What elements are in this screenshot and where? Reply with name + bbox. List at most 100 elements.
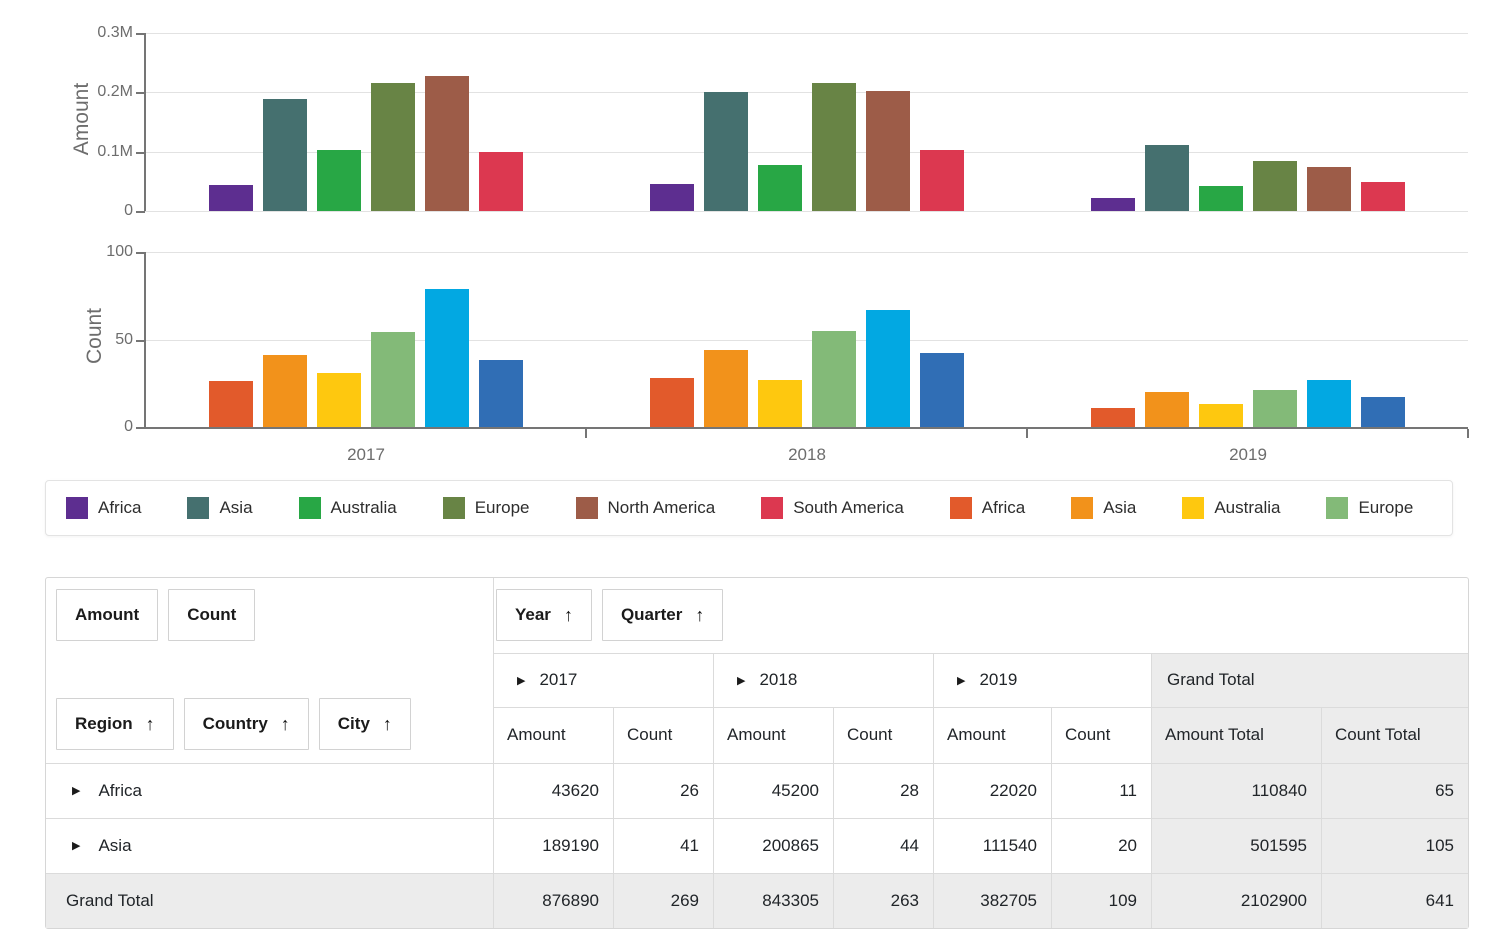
bar-australia[interactable] [317, 150, 361, 211]
bar-north-america[interactable] [1307, 167, 1351, 211]
subheader-label: Amount [727, 725, 786, 744]
legend-swatch [761, 497, 784, 519]
bar-europe[interactable] [1253, 161, 1297, 211]
bar-australia[interactable] [1199, 186, 1243, 211]
legend-item[interactable]: South America [761, 497, 904, 519]
gridline [145, 33, 1468, 34]
bar-africa[interactable] [1091, 408, 1135, 427]
grand-total-column-bg [1151, 818, 1321, 873]
bar-asia[interactable] [704, 350, 748, 427]
column-field-button-quarter[interactable]: Quarter ↑ [601, 589, 724, 641]
gridline [145, 211, 1468, 212]
grid-hline [46, 763, 1468, 764]
legend-label: Africa [981, 498, 1026, 517]
pivot-row-header[interactable]: ▶ Africa [46, 763, 519, 818]
bar-asia[interactable] [263, 355, 307, 427]
bar-north-america[interactable] [425, 76, 469, 211]
pivot-subheader: Count [1051, 707, 1165, 763]
legend-item[interactable]: North America [575, 497, 715, 519]
bar-europe[interactable] [812, 331, 856, 427]
grid-hline [46, 873, 1468, 874]
y-tick-label: 100 [106, 243, 133, 260]
bar-africa[interactable] [650, 184, 694, 211]
bar-africa[interactable] [650, 378, 694, 427]
expand-icon[interactable]: ▶ [517, 674, 526, 687]
legend-swatch [1071, 497, 1094, 519]
bar-africa[interactable] [1091, 198, 1135, 211]
bar-asia[interactable] [1145, 145, 1189, 211]
bar-south-america[interactable] [1361, 182, 1405, 211]
row-field-button-region[interactable]: Region ↑ [56, 698, 174, 750]
bar-north-america[interactable] [425, 289, 469, 427]
expand-icon[interactable]: ▶ [72, 840, 81, 852]
pivot-value-cell: 269 [670, 891, 699, 910]
pivot-value-cell: 22020 [989, 781, 1037, 800]
pivot-value-cell: 105 [1425, 836, 1454, 855]
row-field-button-city[interactable]: City ↑ [318, 698, 411, 750]
sort-ascending-icon: ↑ [382, 713, 392, 734]
bar-south-america[interactable] [479, 152, 523, 211]
legend-item[interactable]: Asia [187, 497, 253, 519]
bar-north-america[interactable] [866, 91, 910, 211]
pivot-column-header[interactable]: ▶ 2019 [933, 653, 1175, 707]
pivot-value-cell: 382705 [980, 891, 1037, 910]
pivot-value-cell: 45200 [771, 781, 819, 800]
pivot-column-header[interactable]: ▶ 2018 [713, 653, 957, 707]
legend-item[interactable]: Europe [442, 497, 530, 519]
pivot-value-cell: 109 [1108, 891, 1137, 910]
y-tick-label: 0.1M [97, 143, 133, 160]
bar-north-america[interactable] [1307, 380, 1351, 427]
pivot-subheader: Amount [713, 707, 847, 763]
legend-label: Australia [1214, 498, 1281, 517]
bar-australia[interactable] [758, 165, 802, 211]
legend-item[interactable]: Europe [1326, 497, 1413, 519]
value-field-button-amount[interactable]: Amount [56, 589, 159, 641]
subheader-label: Amount Total [1165, 725, 1264, 744]
legend-item[interactable]: Australia [298, 497, 397, 519]
bar-asia[interactable] [263, 99, 307, 211]
subheader-label: Amount [947, 725, 1006, 744]
legend-item[interactable]: Australia [1182, 497, 1280, 519]
row-field-button-country[interactable]: Country ↑ [183, 698, 309, 750]
grid-vline [1051, 707, 1052, 928]
legend-label: Asia [219, 498, 253, 517]
field-button-label: Count [187, 605, 237, 624]
expand-icon[interactable]: ▶ [737, 674, 746, 687]
bar-australia[interactable] [1199, 404, 1243, 427]
x-axis-tick [585, 429, 587, 438]
legend-item[interactable]: Asia [1071, 497, 1136, 519]
expand-icon[interactable]: ▶ [72, 785, 81, 797]
grand-total-column-bg [1151, 707, 1321, 763]
bar-asia[interactable] [704, 92, 748, 211]
pivot-value-cell: 65 [1435, 781, 1454, 800]
bar-south-america[interactable] [479, 360, 523, 427]
legend-item[interactable]: Africa [66, 497, 141, 519]
bar-africa[interactable] [209, 185, 253, 211]
expand-icon[interactable]: ▶ [957, 674, 966, 687]
bar-africa[interactable] [209, 381, 253, 427]
sort-ascending-icon: ↑ [145, 713, 155, 734]
bar-europe[interactable] [371, 332, 415, 427]
bar-australia[interactable] [317, 373, 361, 427]
bar-asia[interactable] [1145, 392, 1189, 427]
pivot-value-cell: 2102900 [1240, 891, 1307, 910]
pivot-value-cell: 110840 [1251, 781, 1307, 800]
bar-europe[interactable] [1253, 390, 1297, 427]
bar-south-america[interactable] [1361, 397, 1405, 427]
value-field-button-count[interactable]: Count [168, 589, 256, 641]
bar-australia[interactable] [758, 380, 802, 427]
bar-europe[interactable] [812, 83, 856, 211]
bar-south-america[interactable] [920, 353, 964, 427]
legend-item[interactable]: Africa [949, 497, 1026, 519]
pivot-table: Amount Count Year ↑ Quarter ↑ Region ↑ Country ↑ C… [45, 577, 1469, 929]
gridline [145, 340, 1468, 341]
column-fields-area: Year ↑ Quarter ↑ [496, 589, 724, 641]
pivot-row-header[interactable]: ▶ Asia [46, 818, 519, 873]
bar-north-america[interactable] [866, 310, 910, 427]
pivot-value-cell: 111540 [982, 836, 1037, 855]
bar-south-america[interactable] [920, 150, 964, 211]
pivot-column-header[interactable]: ▶ 2017 [493, 653, 737, 707]
grand-total-row-header: Grand Total [46, 873, 513, 928]
column-field-button-year[interactable]: Year ↑ [496, 589, 592, 641]
bar-europe[interactable] [371, 83, 415, 211]
